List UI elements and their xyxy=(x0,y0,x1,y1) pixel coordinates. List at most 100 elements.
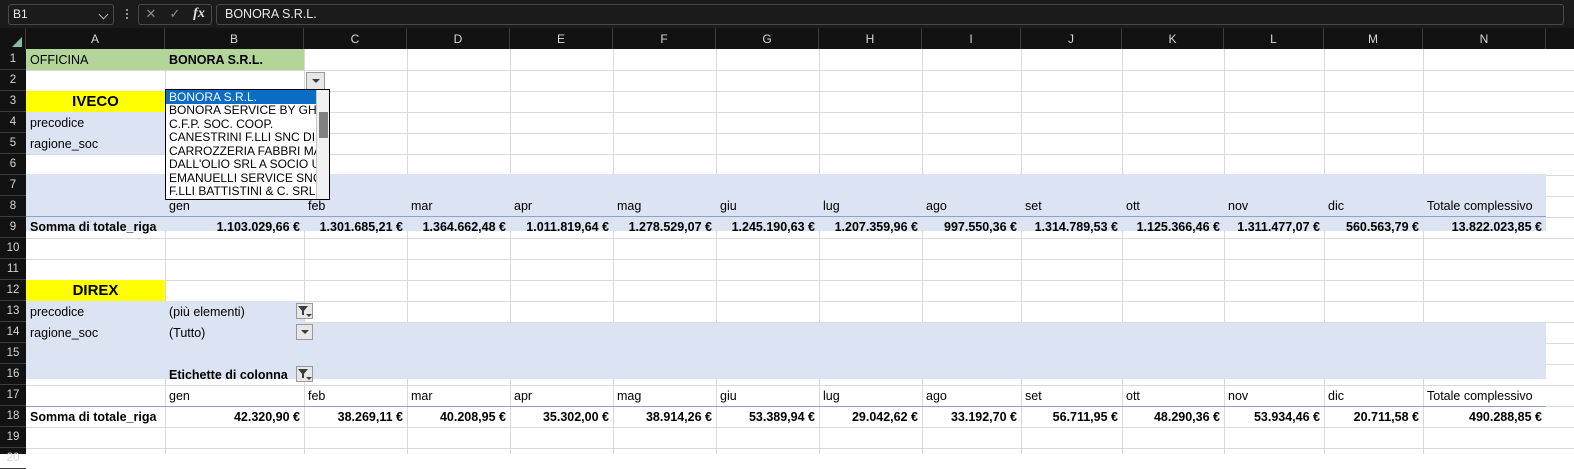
cell-b16-column-labels-header[interactable]: Etichette di colonna xyxy=(165,364,304,385)
officina-dropdown-list[interactable]: BONORA S.R.L. BONORA SERVICE BY GHED C.F.P… xyxy=(165,89,330,200)
chevron-down-icon xyxy=(300,330,309,334)
gridline-horizontal xyxy=(26,427,1574,428)
row-header-18[interactable]: 18 xyxy=(0,406,26,427)
iveco-month-header-2: feb xyxy=(308,198,326,213)
iveco-ragionesoc-label: ragione_soc xyxy=(30,136,99,151)
dropdown-item-6[interactable]: DALL'OLIO SRL A SOCIO UN xyxy=(169,157,329,172)
row-header-16[interactable]: 16 xyxy=(0,364,26,385)
row-header-4[interactable]: 4 xyxy=(0,112,26,133)
iveco-month-header-1: gen xyxy=(169,198,190,213)
column-header-b[interactable]: B xyxy=(165,28,304,49)
row-header-15[interactable]: 15 xyxy=(0,343,26,364)
gridline-horizontal xyxy=(26,91,1574,92)
select-all-corner[interactable] xyxy=(0,28,26,49)
direx-value-4: 35.302,00 € xyxy=(542,409,609,424)
iveco-month-header-5: mag xyxy=(617,198,642,213)
row-header-13[interactable]: 13 xyxy=(0,301,26,322)
direx-value-6: 53.389,94 € xyxy=(748,409,815,424)
iveco-value-7: 1.207.359,96 € xyxy=(834,219,918,234)
cell-b13-precodice-value[interactable]: (più elementi) xyxy=(165,301,304,322)
cell-a14-ragionesoc-label[interactable]: ragione_soc xyxy=(26,322,165,343)
column-header-e[interactable]: E xyxy=(510,28,613,49)
cell-a5-ragionesoc-label[interactable]: ragione_soc xyxy=(26,133,165,154)
column-header-g[interactable]: G xyxy=(716,28,819,49)
gridline-horizontal xyxy=(26,133,1574,134)
row-header-20[interactable]: 20 xyxy=(0,448,26,469)
row-header-19[interactable]: 19 xyxy=(0,427,26,448)
iveco-header-underline xyxy=(26,216,1546,217)
direx-column-filter-button[interactable] xyxy=(296,366,313,382)
row-header-17[interactable]: 17 xyxy=(0,385,26,406)
column-header-i[interactable]: I xyxy=(922,28,1021,49)
column-header-n[interactable]: N xyxy=(1423,28,1546,49)
row-header-12[interactable]: 12 xyxy=(0,280,26,301)
iveco-month-header-12: dic xyxy=(1328,198,1344,213)
column-header-d[interactable]: D xyxy=(407,28,510,49)
row-header-11[interactable]: 11 xyxy=(0,259,26,280)
gridline-horizontal xyxy=(26,154,1574,155)
direx-precodice-value: (più elementi) xyxy=(169,304,245,319)
direx-title: DIREX xyxy=(72,282,119,299)
cell-a13-precodice-label[interactable]: precodice xyxy=(26,301,165,322)
iveco-month-header-10: ott xyxy=(1126,198,1140,213)
column-header-c[interactable]: C xyxy=(304,28,407,49)
row-header-1[interactable]: 1 xyxy=(0,49,26,70)
row-header-6[interactable]: 6 xyxy=(0,154,26,175)
row-header-7[interactable]: 7 xyxy=(0,175,26,196)
column-header-a[interactable]: A xyxy=(26,28,165,49)
direx-month-header-13: Totale complessivo xyxy=(1427,388,1533,403)
dropdown-item-8[interactable]: F.LLI BATTISTINI & C. SRL C xyxy=(169,184,328,199)
column-header-f[interactable]: F xyxy=(613,28,716,49)
column-header-m[interactable]: M xyxy=(1324,28,1423,49)
column-header-h[interactable]: H xyxy=(819,28,922,49)
column-header-k[interactable]: K xyxy=(1122,28,1224,49)
chevron-down-icon xyxy=(311,79,320,83)
dropdown-item-3[interactable]: C.F.P. SOC. COOP. xyxy=(169,117,274,131)
officina-label: OFFICINA xyxy=(30,52,89,67)
insert-function-icon[interactable]: fx xyxy=(193,6,205,21)
dropdown-item-2[interactable]: BONORA SERVICE BY GHED xyxy=(169,103,329,118)
row-header-14[interactable]: 14 xyxy=(0,322,26,343)
cancel-icon[interactable]: ✕ xyxy=(145,6,157,21)
direx-ragionesoc-dropdown-button[interactable] xyxy=(296,324,313,340)
name-box[interactable]: B1 xyxy=(8,3,114,25)
gridline-vertical xyxy=(510,49,511,454)
gridline-horizontal xyxy=(26,238,1574,239)
iveco-value-8: 997.550,36 € xyxy=(944,219,1017,234)
cell-b14-ragionesoc-value[interactable]: (Tutto) xyxy=(165,322,304,343)
dropdown-item-7[interactable]: EMANUELLI SERVICE SNC D xyxy=(169,171,329,185)
gridline-vertical xyxy=(819,49,820,454)
iveco-value-9: 1.314.789,53 € xyxy=(1034,219,1118,234)
gridline-vertical xyxy=(1324,49,1325,454)
row-header-3[interactable]: 3 xyxy=(0,91,26,112)
chevron-down-icon[interactable] xyxy=(99,9,109,19)
officina-dropdown-button[interactable] xyxy=(306,72,325,90)
confirm-icon[interactable]: ✓ xyxy=(169,6,181,21)
dropdown-item-4[interactable]: CANESTRINI F.LLI SNC DI OI xyxy=(169,130,329,145)
formula-input[interactable]: BONORA S.R.L. xyxy=(216,3,1564,25)
officina-value: BONORA S.R.L. xyxy=(169,52,263,67)
cell-a12-direx-title[interactable]: DIREX xyxy=(26,280,165,301)
row-header-2[interactable]: 2 xyxy=(0,70,26,91)
row-header-8[interactable]: 8 xyxy=(0,196,26,217)
gridline-horizontal xyxy=(26,259,1574,260)
dropdown-item-5[interactable]: CARROZZERIA FABBRI MAR xyxy=(169,144,329,158)
row-headers: 1 2 3 4 5 6 7 8 9 10 11 12 13 14 15 16 17 18 19 20 xyxy=(0,49,26,469)
direx-month-header-11: nov xyxy=(1228,388,1249,403)
row-header-5[interactable]: 5 xyxy=(0,133,26,154)
cell-a4-precodice-label[interactable]: precodice xyxy=(26,112,165,133)
gridline-vertical xyxy=(1423,49,1424,454)
row-header-9[interactable]: 9 xyxy=(0,217,26,238)
dropdown-scrollbar[interactable] xyxy=(316,90,329,199)
column-header-j[interactable]: J xyxy=(1021,28,1122,49)
gridline-horizontal xyxy=(26,448,1574,449)
direx-precodice-filter-button[interactable] xyxy=(296,303,313,319)
dropdown-item-1[interactable]: BONORA S.R.L. xyxy=(166,90,329,104)
more-options-icon[interactable] xyxy=(120,3,134,25)
cell-a3-iveco-title[interactable]: IVECO xyxy=(26,91,165,112)
row-header-10[interactable]: 10 xyxy=(0,238,26,259)
column-header-l[interactable]: L xyxy=(1224,28,1324,49)
cell-b1-officina-value[interactable]: BONORA S.R.L. xyxy=(165,49,304,70)
dropdown-scrollbar-thumb[interactable] xyxy=(319,112,328,138)
cell-a1-officina-label[interactable]: OFFICINA xyxy=(26,49,165,70)
